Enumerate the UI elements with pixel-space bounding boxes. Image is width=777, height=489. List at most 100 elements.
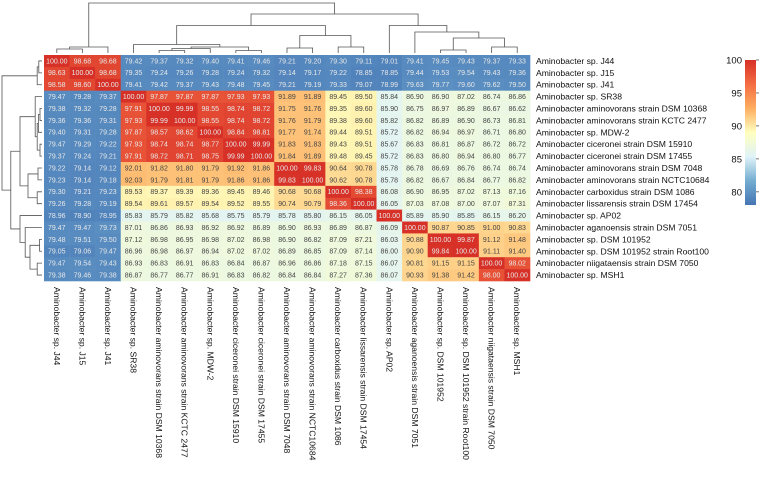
heatmap-cell <box>325 197 352 210</box>
cell-value-label: 79.29 <box>74 142 92 149</box>
color-legend: 80 85 90 95 100 <box>726 56 759 205</box>
cell-value-label: 79.47 <box>99 249 117 256</box>
heatmap-cell <box>69 221 96 234</box>
heatmap-cell <box>504 173 531 187</box>
cell-value-label: 91.86 <box>253 165 271 172</box>
cell-value-label: 79.43 <box>201 82 219 89</box>
heatmap-cell <box>453 78 480 91</box>
cell-value-label: 86.90 <box>278 237 296 244</box>
heatmap-cell <box>350 233 377 246</box>
heatmap-cell <box>453 162 480 175</box>
cell-value-label: 79.07 <box>355 82 373 89</box>
heatmap-cell <box>120 185 147 199</box>
cell-value-label: 100.00 <box>327 189 349 196</box>
cell-value-label: 86.90 <box>457 118 475 125</box>
cell-value-label: 79.47 <box>48 261 66 268</box>
heatmap-cell <box>478 90 505 103</box>
cell-value-label: 79.43 <box>483 70 501 77</box>
heatmap-cell <box>478 150 505 163</box>
heatmap-cell <box>376 245 403 258</box>
colorbar-tick-label: 80 <box>731 187 742 198</box>
heatmap-cell <box>95 197 122 210</box>
cell-value-label: 79.42 <box>125 58 143 65</box>
cell-value-label: 87.14 <box>355 249 373 256</box>
heatmap-cell <box>453 269 480 282</box>
cell-value-label: 86.98 <box>253 237 271 244</box>
heatmap-cell <box>69 245 96 258</box>
heatmap-cell <box>325 90 352 103</box>
heatmap-cell <box>402 233 428 246</box>
cell-value-label: 86.62 <box>508 106 526 113</box>
cell-value-label: 79.54 <box>457 70 475 77</box>
cell-value-label: 86.92 <box>227 225 245 232</box>
heatmap-cell <box>44 138 70 151</box>
cell-value-label: 86.09 <box>381 225 399 232</box>
cell-value-label: 98.74 <box>227 106 245 113</box>
heatmap-cell <box>274 66 301 80</box>
heatmap-cell <box>197 185 224 199</box>
heatmap-cell <box>171 221 198 234</box>
heatmap-cell <box>171 233 198 246</box>
heatmap-cell <box>299 102 326 115</box>
colorbar-tick-label: 85 <box>731 154 742 165</box>
heatmap-cell <box>299 245 326 258</box>
cell-value-label: 86.03 <box>381 237 399 244</box>
cell-value-label: 86.76 <box>457 165 475 172</box>
heatmap-cell <box>376 257 403 270</box>
heatmap-cell <box>146 114 173 127</box>
cell-value-label: 86.77 <box>483 177 501 184</box>
heatmap-cell <box>248 185 275 199</box>
heatmap-cell <box>350 78 377 91</box>
heatmap-cell <box>69 102 96 115</box>
heatmap-cell <box>453 257 480 270</box>
heatmap-cell <box>146 150 173 163</box>
heatmap-cell <box>478 114 505 127</box>
cell-value-label: 79.37 <box>150 58 168 65</box>
heatmap-cell <box>146 185 173 199</box>
heatmap-cell <box>478 269 505 282</box>
heatmap-cell <box>274 257 301 270</box>
cell-value-label: 79.28 <box>74 94 92 101</box>
heatmap-cell <box>44 55 70 68</box>
cell-value-label: 87.18 <box>329 261 347 268</box>
heatmap-cell <box>146 269 173 282</box>
cell-value-label: 86.73 <box>483 118 501 125</box>
colorbar-tick-label: 100 <box>726 56 742 67</box>
cell-value-label: 97.93 <box>125 118 143 125</box>
heatmap-cell <box>478 102 505 115</box>
cell-value-label: 86.95 <box>432 189 450 196</box>
cell-value-label: 79.06 <box>74 249 92 256</box>
heatmap-cell <box>248 245 275 258</box>
cell-value-label: 86.82 <box>304 237 322 244</box>
cell-value-label: 79.19 <box>99 201 117 208</box>
cell-value-label: 86.05 <box>381 201 399 208</box>
cell-value-label: 79.48 <box>227 82 245 89</box>
heatmap-cell <box>69 114 96 127</box>
heatmap-cell <box>95 209 122 222</box>
heatmap-cell <box>197 102 224 115</box>
dendrogram-branch <box>10 150 20 230</box>
heatmap-cell <box>376 150 403 163</box>
heatmap-cell <box>376 102 403 115</box>
heatmap-cell <box>350 269 377 282</box>
cell-value-label: 85.89 <box>406 213 424 220</box>
heatmap-cell <box>504 150 531 163</box>
dendrogram-branch <box>440 49 467 53</box>
cell-value-label: 79.47 <box>74 225 92 232</box>
heatmap-cell <box>223 233 249 246</box>
cell-value-label: 87.02 <box>227 249 245 256</box>
cell-value-label: 87.01 <box>125 225 143 232</box>
cell-value-label: 86.81 <box>432 142 450 149</box>
heatmap-cell <box>325 173 352 187</box>
cell-value-label: 85.79 <box>150 213 168 220</box>
cell-value-label: 86.83 <box>201 261 219 268</box>
cell-value-label: 92.01 <box>125 165 143 172</box>
cell-value-label: 79.42 <box>150 82 168 89</box>
column-label: Aminobacter sp. SR38 <box>129 287 139 373</box>
column-label: Aminobacter sp. DSM 101952 strain Root10… <box>461 287 471 460</box>
heatmap-cell <box>427 221 454 234</box>
heatmap-cell <box>453 102 480 115</box>
heatmap-cell <box>325 245 352 258</box>
cell-value-label: 86.96 <box>125 249 143 256</box>
heatmap-cell <box>299 150 326 163</box>
